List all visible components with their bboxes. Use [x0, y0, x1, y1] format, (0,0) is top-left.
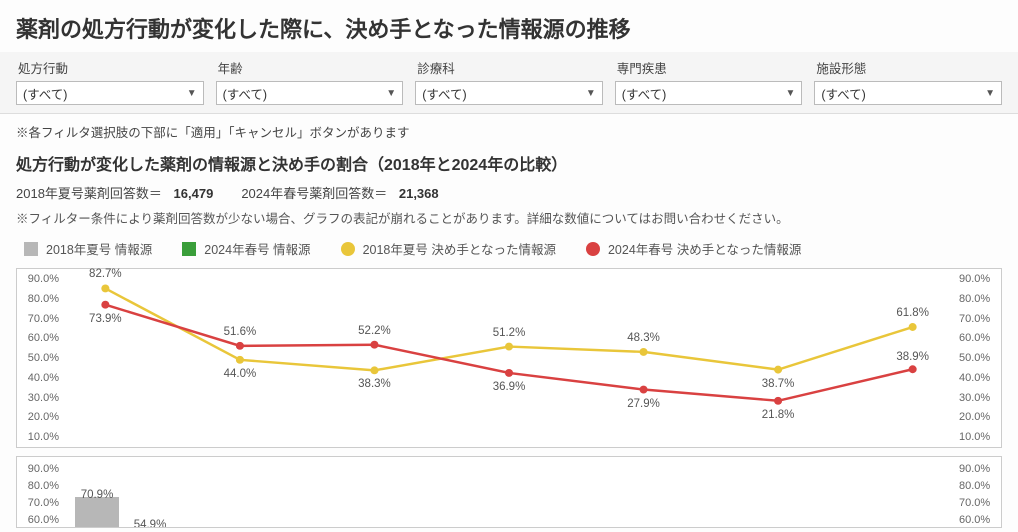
filter-label: 診療科 — [415, 52, 603, 81]
filter-4: 施設形態(すべて)▼ — [814, 52, 1002, 105]
legend: 2018年夏号 情報源 2024年春号 情報源 2018年夏号 決め手となった情報源… — [0, 233, 1018, 268]
data-label: 44.0% — [224, 368, 257, 380]
chevron-down-icon: ▼ — [985, 88, 995, 99]
count-2018: 2018年夏号薬剤回答数＝ 16,479 — [16, 183, 213, 202]
data-label: 38.7% — [762, 378, 795, 390]
data-label: 54.9% — [134, 519, 167, 528]
chevron-down-icon: ▼ — [187, 88, 197, 99]
chart2-plot: 70.9% 54.9% — [65, 463, 953, 527]
filter-select[interactable]: (すべて)▼ — [415, 81, 603, 105]
legend-item: 2024年春号 情報源 — [182, 239, 310, 258]
data-label: 27.9% — [627, 398, 660, 410]
data-label: 21.8% — [762, 409, 795, 421]
legend-swatch — [182, 242, 196, 256]
data-label: 73.9% — [89, 313, 122, 325]
data-label: 38.3% — [358, 378, 391, 390]
filter-select[interactable]: (すべて)▼ — [16, 81, 204, 105]
filter-2: 診療科(すべて)▼ — [415, 52, 603, 105]
filter-label: 施設形態 — [814, 52, 1002, 81]
page-title: 薬剤の処方行動が変化した際に、決め手となった情報源の推移 — [0, 0, 1018, 52]
note-filters: ※各フィルタ選択肢の下部に「適用」「キャンセル」ボタンがあります — [0, 114, 1018, 141]
chart2-yaxis-right: 90.0%80.0%70.0%60.0% — [955, 461, 1001, 528]
filter-1: 年齢(すべて)▼ — [216, 52, 404, 105]
legend-item: 2024年春号 決め手となった情報源 — [586, 239, 801, 258]
data-label: 36.9% — [493, 381, 526, 393]
chart-2: 90.0%80.0%70.0%60.0% 90.0%80.0%70.0%60.0… — [16, 456, 1002, 528]
data-label: 38.9% — [896, 351, 929, 363]
data-label: 61.8% — [896, 307, 929, 319]
chart1-plot: 82.7%44.0%38.3%51.2%48.3%38.7%61.8%73.9%… — [65, 275, 953, 441]
chart-1: 90.0%80.0%70.0%60.0%50.0%40.0%30.0%20.0%… — [16, 268, 1002, 448]
data-label: 48.3% — [627, 332, 660, 344]
filter-label: 処方行動 — [16, 52, 204, 81]
chart1-yaxis-left: 90.0%80.0%70.0%60.0%50.0%40.0%30.0%20.0%… — [17, 273, 63, 443]
legend-item: 2018年夏号 情報源 — [24, 239, 152, 258]
legend-item: 2018年夏号 決め手となった情報源 — [341, 239, 556, 258]
data-label: 70.9% — [81, 489, 114, 501]
filter-0: 処方行動(すべて)▼ — [16, 52, 204, 105]
note-warning: ※フィルター条件により薬剤回答数が少ない場合、グラフの表記が崩れることがあります… — [0, 202, 1018, 233]
legend-swatch — [586, 242, 600, 256]
data-label: 82.7% — [89, 268, 122, 280]
chevron-down-icon: ▼ — [586, 88, 596, 99]
legend-swatch — [341, 242, 355, 256]
chart-title: 処方行動が変化した薬剤の情報源と決め手の割合（2018年と2024年の比較） — [0, 141, 1018, 179]
bar — [75, 497, 119, 528]
legend-swatch — [24, 242, 38, 256]
chevron-down-icon: ▼ — [785, 88, 795, 99]
filters-bar: 処方行動(すべて)▼年齢(すべて)▼診療科(すべて)▼専門疾患(すべて)▼施設形… — [0, 52, 1018, 114]
count-2024: 2024年春号薬剤回答数＝ 21,368 — [241, 183, 438, 202]
chevron-down-icon: ▼ — [386, 88, 396, 99]
filter-3: 専門疾患(すべて)▼ — [615, 52, 803, 105]
data-label: 51.6% — [224, 326, 257, 338]
dashboard-page: 薬剤の処方行動が変化した際に、決め手となった情報源の推移 処方行動(すべて)▼年… — [0, 0, 1018, 532]
chart1-svg — [65, 275, 953, 441]
data-label: 52.2% — [358, 325, 391, 337]
chart2-yaxis-left: 90.0%80.0%70.0%60.0% — [17, 461, 63, 528]
data-label: 51.2% — [493, 327, 526, 339]
filter-label: 年齢 — [216, 52, 404, 81]
filter-label: 専門疾患 — [615, 52, 803, 81]
filter-select[interactable]: (すべて)▼ — [615, 81, 803, 105]
response-counts: 2018年夏号薬剤回答数＝ 16,479 2024年春号薬剤回答数＝ 21,36… — [0, 179, 1018, 202]
filter-select[interactable]: (すべて)▼ — [814, 81, 1002, 105]
chart1-yaxis-right: 90.0%80.0%70.0%60.0%50.0%40.0%30.0%20.0%… — [955, 273, 1001, 443]
filter-select[interactable]: (すべて)▼ — [216, 81, 404, 105]
